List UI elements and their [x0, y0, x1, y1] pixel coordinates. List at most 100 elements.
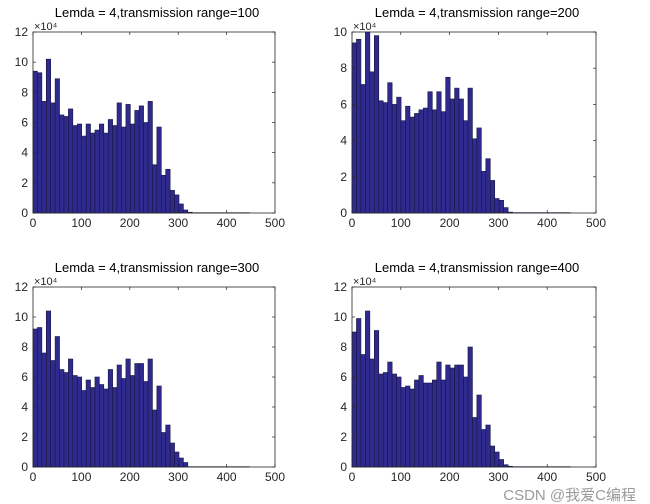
subplot-title: Lemda = 4,transmission range=100: [55, 5, 260, 20]
histogram-bar: [440, 111, 446, 214]
histogram-bar: [436, 91, 442, 214]
histogram-bar: [178, 457, 184, 468]
histogram-bar: [485, 424, 491, 468]
histogram-bar: [414, 379, 420, 468]
histogram-bar: [436, 361, 442, 468]
histogram-bar: [121, 126, 127, 214]
histogram-bar: [418, 109, 424, 214]
histogram-bar: [37, 72, 43, 214]
y-exponent-label: ×10⁴: [353, 21, 377, 33]
y-tick-label: 4: [21, 146, 28, 160]
histogram-bar: [112, 125, 118, 214]
histogram-bar: [458, 98, 464, 214]
histogram-bar: [400, 120, 406, 214]
histogram-bar: [360, 354, 366, 468]
y-exponent-label: ×10⁴: [353, 276, 377, 288]
y-tick-label: 2: [21, 176, 28, 190]
histogram-bar: [369, 358, 375, 468]
histogram-bar: [183, 462, 189, 468]
x-tick-label: 100: [71, 216, 91, 230]
y-tick-label: 4: [340, 134, 347, 148]
histogram-bar: [440, 379, 446, 468]
histogram-bar: [481, 429, 487, 468]
histogram-bar: [391, 104, 397, 214]
histogram-bar: [454, 364, 460, 468]
watermark: CSDN @我爱C编程: [503, 487, 636, 504]
histogram-bar: [489, 445, 496, 468]
subplot-title: Lemda = 4,transmission range=200: [375, 5, 580, 20]
histogram-bar: [41, 101, 47, 214]
histogram-bar: [138, 363, 144, 468]
histogram-bar: [99, 384, 105, 468]
histogram-bar: [112, 387, 118, 468]
histogram-bar: [382, 102, 388, 214]
histogram-bar: [103, 132, 109, 214]
histogram-bar: [365, 310, 371, 468]
x-tick-label: 500: [265, 216, 285, 230]
histogram-bar: [405, 105, 411, 214]
histogram-bar: [125, 104, 131, 214]
y-tick-label: 2: [340, 170, 347, 184]
histogram-bar: [414, 113, 420, 214]
histogram-bar: [138, 105, 144, 214]
histogram-bar: [107, 119, 113, 214]
histogram-bar: [50, 360, 56, 468]
histogram-bar: [54, 78, 60, 214]
histogram-bar: [76, 376, 82, 468]
x-tick-label: 300: [488, 470, 508, 484]
y-tick-label: 2: [340, 430, 347, 444]
histogram-bar: [431, 109, 438, 214]
x-tick-label: 500: [265, 470, 285, 484]
histogram-bar: [156, 385, 162, 468]
histogram-bar: [143, 381, 149, 468]
x-tick-label: 400: [537, 216, 557, 230]
histogram-bar: [63, 116, 69, 214]
x-tick-label: 300: [168, 216, 188, 230]
x-tick-label: 100: [71, 470, 91, 484]
histogram-bar: [498, 200, 504, 214]
histogram-bar: [374, 35, 380, 214]
y-tick-label: 2: [21, 430, 28, 444]
x-tick-label: 200: [440, 216, 460, 230]
histogram-bar: [169, 442, 175, 468]
y-tick-label: 8: [340, 340, 347, 354]
y-tick-label: 0: [340, 460, 347, 474]
y-tick-label: 12: [334, 280, 348, 294]
subplot-title: Lemda = 4,transmission range=300: [55, 260, 260, 275]
histogram-bar: [45, 310, 51, 468]
histogram-bar: [489, 180, 496, 214]
histogram-bar: [121, 378, 127, 468]
histogram-bar: [449, 98, 455, 214]
histogram-bar: [72, 125, 78, 214]
histogram-bar: [169, 190, 175, 214]
y-tick-label: 10: [15, 310, 29, 324]
histogram-bar: [160, 174, 167, 214]
histogram-bar: [454, 87, 460, 214]
histogram-bar: [68, 108, 74, 214]
histogram-bar: [134, 363, 140, 468]
histogram-bar: [116, 364, 122, 468]
histogram-bar: [418, 375, 424, 468]
x-tick-label: 400: [537, 470, 557, 484]
x-tick-label: 100: [391, 470, 411, 484]
histogram-bar: [458, 364, 464, 468]
histogram-bar: [467, 87, 473, 214]
histogram-bar: [445, 364, 451, 468]
histogram-bar: [431, 379, 438, 468]
histogram-bar: [476, 394, 482, 468]
histogram-bar: [396, 96, 402, 214]
y-tick-label: 10: [334, 310, 348, 324]
histogram-bar: [90, 387, 96, 468]
histogram-bar: [85, 123, 91, 214]
histogram-bar: [360, 84, 366, 214]
y-tick-label: 10: [334, 25, 348, 39]
histogram-bar: [472, 138, 478, 214]
histogram-bar: [485, 158, 491, 214]
histogram-bar: [63, 372, 69, 468]
histogram-bar: [463, 376, 469, 468]
histogram-bar: [107, 369, 113, 468]
y-tick-label: 0: [340, 206, 347, 220]
